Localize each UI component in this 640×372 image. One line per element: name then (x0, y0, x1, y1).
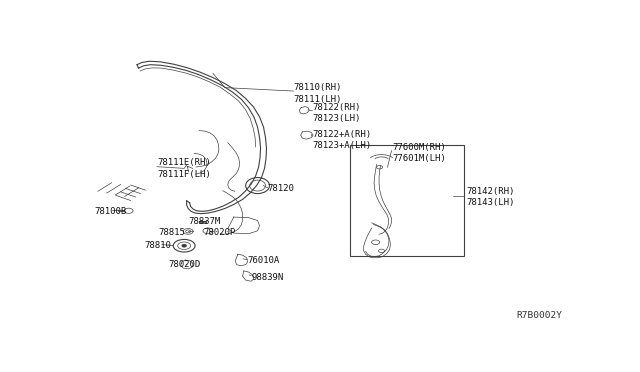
Text: 78815: 78815 (158, 228, 185, 237)
Text: 78810: 78810 (145, 241, 172, 250)
Text: 78020P: 78020P (203, 228, 236, 237)
Text: 78120: 78120 (268, 184, 294, 193)
Text: 77600M(RH)
77601M(LH): 77600M(RH) 77601M(LH) (392, 143, 446, 163)
Bar (350, 145, 465, 256)
Text: 78020D: 78020D (168, 260, 200, 269)
Text: 78142(RH)
78143(LH): 78142(RH) 78143(LH) (466, 187, 515, 207)
Text: 76010A: 76010A (247, 256, 280, 264)
Text: R7B0002Y: R7B0002Y (516, 311, 563, 320)
Text: 78837M: 78837M (188, 217, 220, 226)
Text: 78122+A(RH)
78123+A(LH): 78122+A(RH) 78123+A(LH) (312, 129, 371, 150)
Circle shape (182, 244, 186, 247)
Text: 78122(RH)
78123(LH): 78122(RH) 78123(LH) (312, 103, 360, 123)
Text: 78100B: 78100B (94, 207, 126, 216)
Text: 78110(RH)
78111(LH): 78110(RH) 78111(LH) (293, 83, 342, 103)
Text: 78111E(RH)
78111F(LH): 78111E(RH) 78111F(LH) (157, 158, 211, 179)
Text: 98839N: 98839N (251, 273, 284, 282)
